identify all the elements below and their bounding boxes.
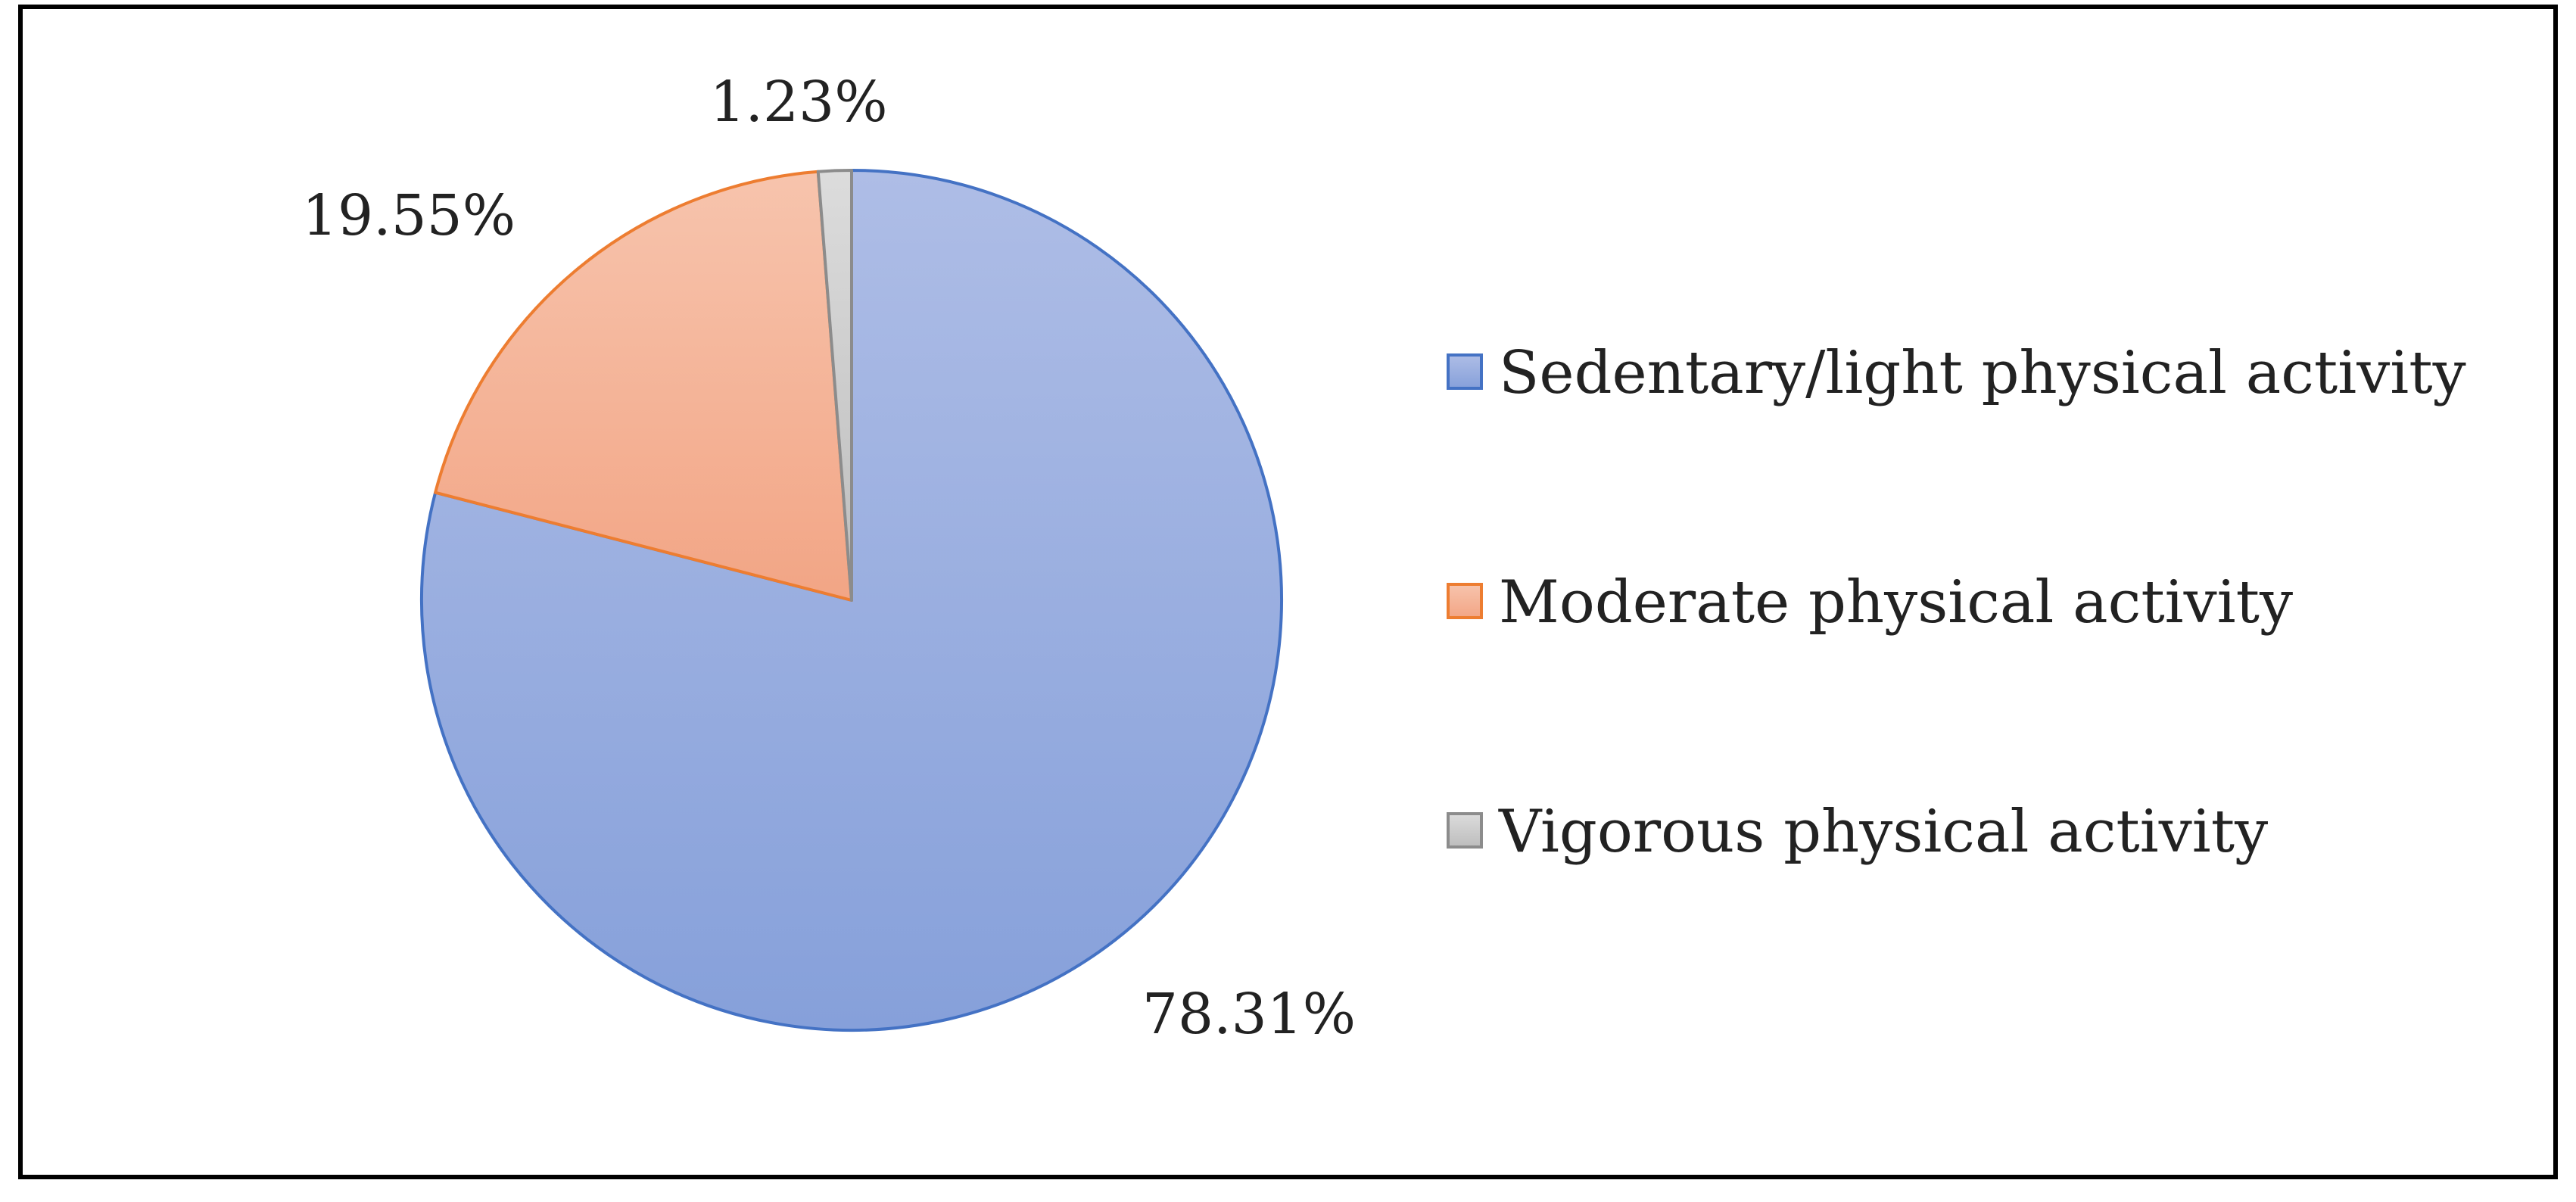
legend-label-sedentary: Sedentary/light physical activity bbox=[1499, 339, 2466, 407]
slice-label-sedentary: 78.31% bbox=[1142, 982, 1356, 1047]
legend-label-moderate: Moderate physical activity bbox=[1499, 568, 2293, 637]
pie-slice-vigorous bbox=[816, 169, 853, 602]
legend-swatch-sedentary bbox=[1447, 353, 1483, 390]
legend-swatch-vigorous bbox=[1447, 812, 1483, 849]
legend-label-vigorous: Vigorous physical activity bbox=[1498, 798, 2268, 866]
slice-label-moderate: 19.55% bbox=[302, 183, 516, 248]
pie-slice-moderate bbox=[434, 170, 853, 602]
legend: Sedentary/light physical activity Moderat… bbox=[1447, 339, 2466, 866]
slice-labels: 78.31% 19.55% 1.23% bbox=[302, 70, 1356, 1047]
pie-slices bbox=[420, 169, 1283, 1032]
slice-label-vigorous: 1.23% bbox=[709, 70, 887, 135]
legend-swatch-moderate bbox=[1447, 583, 1483, 619]
